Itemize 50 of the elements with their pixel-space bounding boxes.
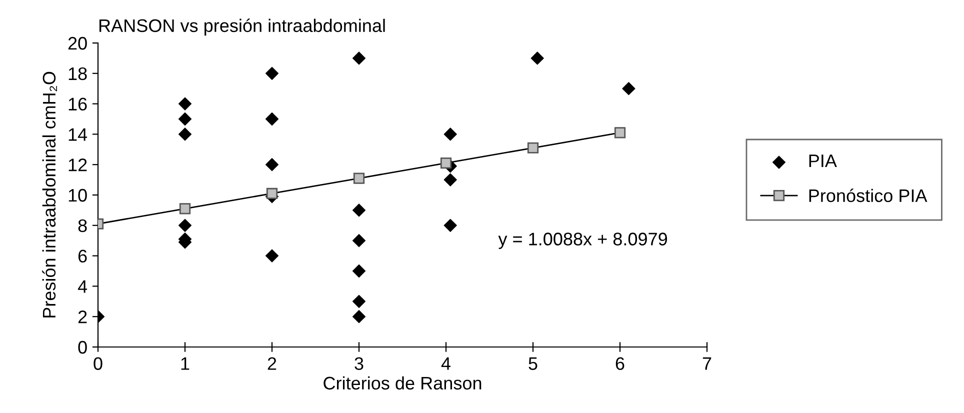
x-axis-title: Criterios de Ranson [324,376,482,390]
point [444,173,457,186]
y-axis-title: Presión intraabdominal cmH₂O [42,72,57,318]
point [179,203,191,214]
x-tick-label: 3 [354,357,364,370]
y-tick-label: 18 [68,67,87,80]
y-tick-label: 14 [68,128,88,141]
x-tick-label: 5 [528,357,538,370]
point [352,204,366,217]
y-tick-label: 12 [68,158,87,172]
y-tick-label: 8 [78,219,87,232]
x-tick-label: 7 [702,357,712,370]
point [530,52,544,65]
point [440,158,452,169]
point [178,218,192,232]
point [444,218,457,232]
point [265,112,279,126]
point [444,128,457,141]
y-tick-label: 6 [78,250,87,263]
y-tick-label: 4 [78,280,88,293]
point [622,82,636,96]
point [178,112,192,126]
point [353,172,365,184]
point [614,127,626,138]
point [265,66,279,80]
legend-label: PIA [809,154,837,168]
x-tick-label: 4 [441,357,450,370]
point [352,52,366,65]
annotation: y = 1.0088x + 8.0979 [498,232,668,250]
point [178,128,192,141]
point [178,97,192,110]
y-tick-label: 10 [68,188,87,202]
x-tick-label: 1 [181,357,190,370]
y-tick-label: 2 [78,310,87,324]
y-tick-label: 0 [78,340,87,354]
legend-label: Pronóstico PIA [809,188,928,202]
point [352,294,366,308]
x-tick-label: 2 [268,357,276,370]
point [527,142,539,154]
y-tick-label: 20 [68,36,87,50]
point [352,264,366,278]
x-tick-label: 0 [94,357,102,370]
chart-title: RANSON vs presión intraabdominal [99,18,385,36]
point [266,188,278,200]
x-tick-label: 6 [616,357,624,370]
y-tick-label: 16 [68,98,87,111]
point [265,249,279,262]
point [265,158,279,172]
point [352,234,366,248]
point [352,310,366,324]
